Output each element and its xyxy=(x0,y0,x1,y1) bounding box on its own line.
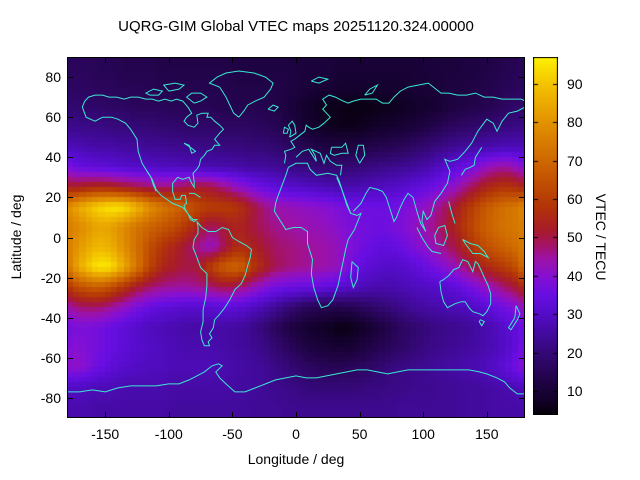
cbtick-label: 50 xyxy=(567,229,583,246)
coastline-path xyxy=(329,142,349,156)
cbtick-label: 10 xyxy=(567,382,583,399)
ytick-label: 20 xyxy=(45,189,61,206)
ytick-label: 80 xyxy=(45,69,61,86)
colorbar xyxy=(533,57,558,415)
cbtick-label: 30 xyxy=(567,306,583,323)
coastline-path xyxy=(282,126,290,134)
coastline-path xyxy=(507,305,521,331)
coastline-path xyxy=(355,144,366,164)
coastline-path xyxy=(336,177,352,214)
plot-border xyxy=(67,57,525,418)
ytick-label: -40 xyxy=(40,309,61,326)
ytick-label: 0 xyxy=(53,229,61,246)
coastline-path xyxy=(144,88,164,96)
coastline-path xyxy=(287,120,297,138)
xtick-label: 100 xyxy=(411,426,435,442)
coastline-path xyxy=(434,224,448,247)
ytick-label: -20 xyxy=(40,269,61,286)
coastline-path xyxy=(439,258,492,317)
xtick-label: 50 xyxy=(351,426,368,442)
coastline-path xyxy=(162,82,186,92)
coastline-path xyxy=(352,106,525,232)
coastline-path xyxy=(183,142,197,155)
cbtick-label: 20 xyxy=(567,344,583,361)
coastline-path xyxy=(273,162,362,309)
xtick-label: -150 xyxy=(91,426,120,442)
coastline-path xyxy=(208,70,274,118)
xtick-label: -100 xyxy=(154,426,183,442)
coastline-path xyxy=(416,227,442,254)
coastline-path xyxy=(295,148,343,176)
coastline-path xyxy=(192,221,253,347)
coastline-path xyxy=(460,147,483,176)
x-axis-label: Longitude / deg xyxy=(247,451,345,467)
coastline-path xyxy=(462,239,490,259)
coastline-path xyxy=(448,201,456,224)
plot-area xyxy=(67,57,525,418)
cbtick-label: 80 xyxy=(567,114,583,131)
xtick-label: -50 xyxy=(222,426,243,442)
coastline-path xyxy=(311,76,330,84)
coastline-path xyxy=(478,319,486,327)
coastline-overlay xyxy=(67,57,525,418)
ytick-label: -60 xyxy=(40,349,61,366)
coastline-path xyxy=(283,82,525,164)
xtick-label: 0 xyxy=(292,426,300,442)
cbtick-label: 40 xyxy=(567,267,583,284)
coastline-path xyxy=(364,83,379,96)
cbtick-label: 70 xyxy=(567,152,583,169)
vtec-heatmap-canvas xyxy=(67,57,525,418)
chart-title: UQRG-GIM Global VTEC maps 20251120.324.0… xyxy=(118,18,474,35)
coastline-path xyxy=(185,92,208,104)
coastline-path xyxy=(67,363,525,395)
xtick-label: 150 xyxy=(475,426,499,442)
coastline-path xyxy=(146,171,157,192)
coastline-path xyxy=(350,261,359,290)
ytick-label: -80 xyxy=(40,389,61,406)
ytick-label: 60 xyxy=(45,109,61,126)
coastline-path xyxy=(267,104,280,112)
coastline-path xyxy=(81,94,225,223)
ytick-label: 40 xyxy=(45,149,61,166)
cbtick-label: 60 xyxy=(567,191,583,208)
coastline-path xyxy=(189,192,201,198)
cbtick-label: 90 xyxy=(567,75,583,92)
